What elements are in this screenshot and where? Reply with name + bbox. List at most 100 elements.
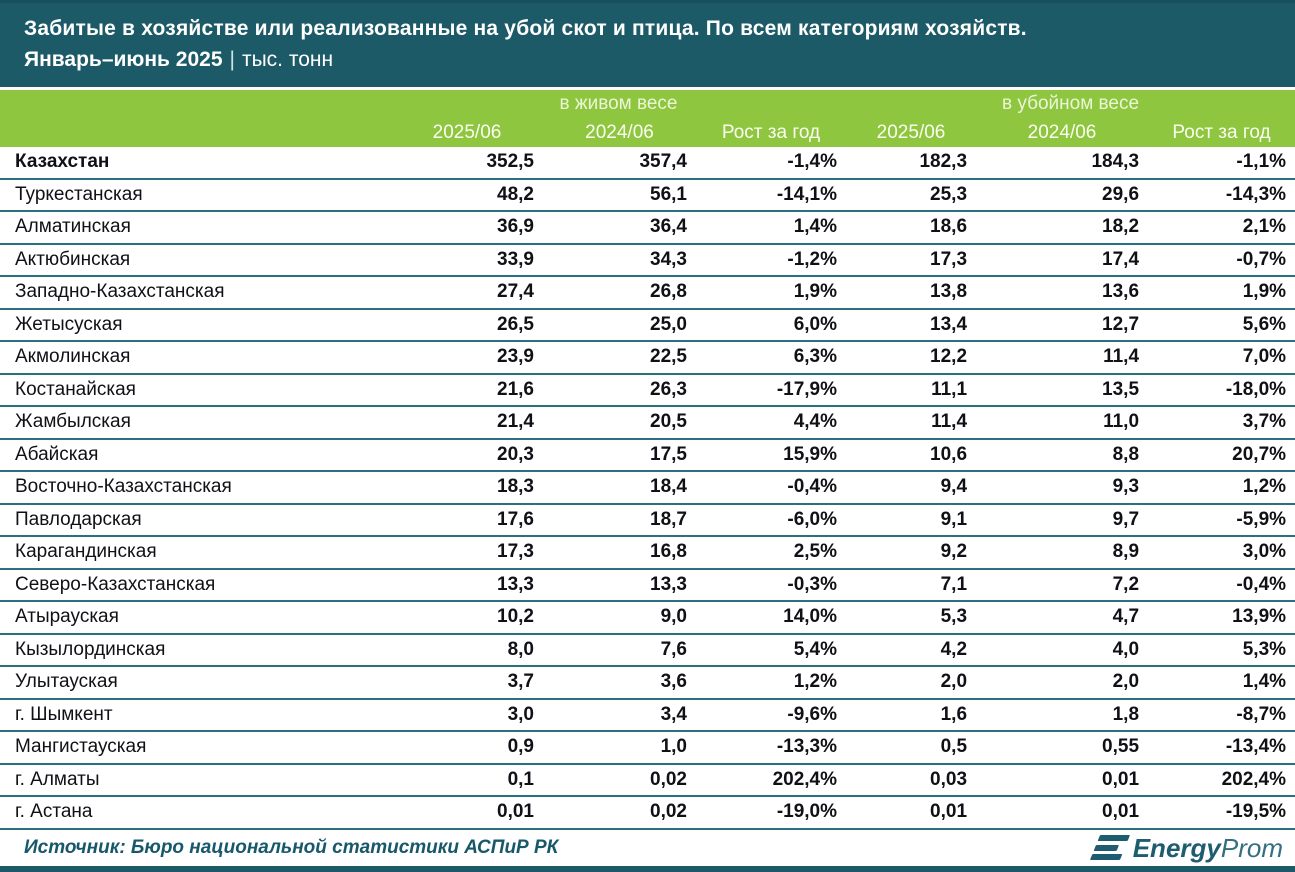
value-cell: 3,7: [391, 666, 543, 700]
table-row: Северо-Казахстанская 13,3 13,3 -0,3% 7,1 7,2-…: [0, 568, 1295, 602]
logo-bar-bottom: [1089, 854, 1123, 860]
region-cell: Северо-Казахстанская: [0, 568, 391, 602]
data-table: в живом весе в убойном весе 2025/06 2024…: [0, 90, 1295, 830]
table-header: в живом весе в убойном весе 2025/06 2024…: [0, 90, 1295, 147]
region-cell: г. Астана: [0, 796, 391, 830]
value-cell: 26,8: [543, 276, 696, 310]
value-cell: 4,7: [976, 601, 1149, 635]
region-cell: Акмолинская: [0, 341, 391, 375]
value-cell: 1,9%: [1148, 276, 1295, 310]
group-header-live-weight: в живом весе: [391, 90, 847, 118]
value-cell: 16,8: [543, 536, 696, 570]
value-cell: 21,6: [391, 373, 543, 407]
column-header-2025-06-live: 2025/06: [391, 118, 543, 147]
value-cell: 13,3: [543, 568, 696, 602]
value-cell: 13,5: [976, 373, 1149, 407]
value-cell: 15,9%: [696, 438, 847, 472]
value-cell: 36,4: [543, 211, 696, 245]
value-cell: 2,1%: [1148, 211, 1295, 245]
value-cell: 8,8: [976, 438, 1149, 472]
energyprom-logo: EnergyProm: [1089, 832, 1283, 863]
value-cell: 56,1: [543, 178, 696, 212]
value-cell: -9,6%: [696, 698, 847, 732]
column-header-2024-06-slaughter: 2024/06: [976, 118, 1149, 147]
table-row: Костанайская 21,6 26,3 -17,9% 11,1 13,5 -18,0%: [0, 373, 1295, 407]
value-cell: 34,3: [543, 243, 696, 277]
region-cell: Западно-Казахстанская: [0, 276, 391, 310]
column-header-row: 2025/06 2024/06 Рост за год 2025/06 2024…: [0, 118, 1295, 147]
table-row: Мангистауская 0,9 1,0 -13,3% 0,5 0,55 -13,4%: [0, 731, 1295, 765]
table-row: Алматинская 36,9 36,4 1,4% 18,6 18,2 2,1%: [0, 211, 1295, 245]
value-cell: 1,8: [976, 698, 1149, 732]
value-cell: -5,9%: [1148, 503, 1295, 537]
value-cell: 182,3: [846, 147, 977, 180]
value-cell: 20,7%: [1148, 438, 1295, 472]
value-cell: 1,2%: [1148, 471, 1295, 505]
value-cell: 6,3%: [696, 341, 847, 375]
table-row: Жамбылская 21,4 20,5 4,4% 11,4 11,0 3,7%: [0, 406, 1295, 440]
value-cell: -0,4%: [1148, 568, 1295, 602]
header-divider: [0, 87, 1295, 90]
value-cell: 13,6: [976, 276, 1149, 310]
value-cell: 0,01: [846, 796, 977, 830]
column-header-growth-slaughter: Рост за год: [1148, 118, 1295, 147]
value-cell: 9,7: [976, 503, 1149, 537]
units-text: тыс. тонн: [241, 48, 334, 71]
column-header-growth-live: Рост за год: [696, 118, 847, 147]
value-cell: 5,3: [846, 601, 977, 635]
value-cell: 20,3: [391, 438, 543, 472]
group-header-slaughter-weight: в убойном весе: [846, 90, 1295, 118]
table-row: Атырауская 10,2 9,0 14,0% 5,3 4,7 13,9%: [0, 601, 1295, 635]
value-cell: 357,4: [543, 147, 696, 180]
value-cell: 17,6: [391, 503, 543, 537]
value-cell: 5,6%: [1148, 308, 1295, 342]
table-row: Карагандинская 17,3 16,8 2,5% 9,2 8,9 3,0%: [0, 536, 1295, 570]
value-cell: 1,0: [543, 731, 696, 765]
logo-bar-top: [1097, 835, 1130, 841]
value-cell: 17,3: [846, 243, 977, 277]
value-cell: 5,3%: [1148, 633, 1295, 667]
value-cell: 6,0%: [696, 308, 847, 342]
value-cell: 12,7: [976, 308, 1149, 342]
value-cell: 11,0: [976, 406, 1149, 440]
region-cell: Кызылординская: [0, 633, 391, 667]
value-cell: 0,1: [391, 763, 543, 797]
value-cell: 25,3: [846, 178, 977, 212]
corner-cell: [0, 90, 391, 118]
region-cell: Абайская: [0, 438, 391, 472]
value-cell: 11,1: [846, 373, 977, 407]
value-cell: 3,6: [543, 666, 696, 700]
value-cell: -0,7%: [1148, 243, 1295, 277]
table-row: Казахстан 352,5 357,4 -1,4% 182,3 184,3 -1,1%: [0, 147, 1295, 180]
value-cell: 2,0: [846, 666, 977, 700]
value-cell: 9,0: [543, 601, 696, 635]
region-cell: Жетысуская: [0, 308, 391, 342]
region-cell: г. Шымкент: [0, 698, 391, 732]
value-cell: 5,4%: [696, 633, 847, 667]
column-header-2024-06-live: 2024/06: [543, 118, 696, 147]
value-cell: 352,5: [391, 147, 543, 180]
value-cell: 9,2: [846, 536, 977, 570]
region-cell: Мангистауская: [0, 731, 391, 765]
logo-text-energy: Energy: [1132, 832, 1221, 863]
logo-bar-middle: [1093, 844, 1119, 851]
group-header-row: в живом весе в убойном весе: [0, 90, 1295, 118]
value-cell: 18,6: [846, 211, 977, 245]
value-cell: 1,4%: [696, 211, 847, 245]
value-cell: 0,03: [846, 763, 977, 797]
value-cell: 3,4: [543, 698, 696, 732]
value-cell: 0,9: [391, 731, 543, 765]
value-cell: -1,4%: [696, 147, 847, 180]
value-cell: 0,55: [976, 731, 1149, 765]
value-cell: 13,4: [846, 308, 977, 342]
value-cell: 0,01: [976, 763, 1149, 797]
chart-subtitle: Январь–июнь 2025 | тыс. тонн: [24, 44, 1271, 76]
corner-cell: [0, 118, 391, 147]
value-cell: 8,9: [976, 536, 1149, 570]
region-cell: Костанайская: [0, 373, 391, 407]
value-cell: -19,0%: [696, 796, 847, 830]
value-cell: 26,5: [391, 308, 543, 342]
value-cell: 2,5%: [696, 536, 847, 570]
value-cell: 18,2: [976, 211, 1149, 245]
value-cell: 0,01: [391, 796, 543, 830]
